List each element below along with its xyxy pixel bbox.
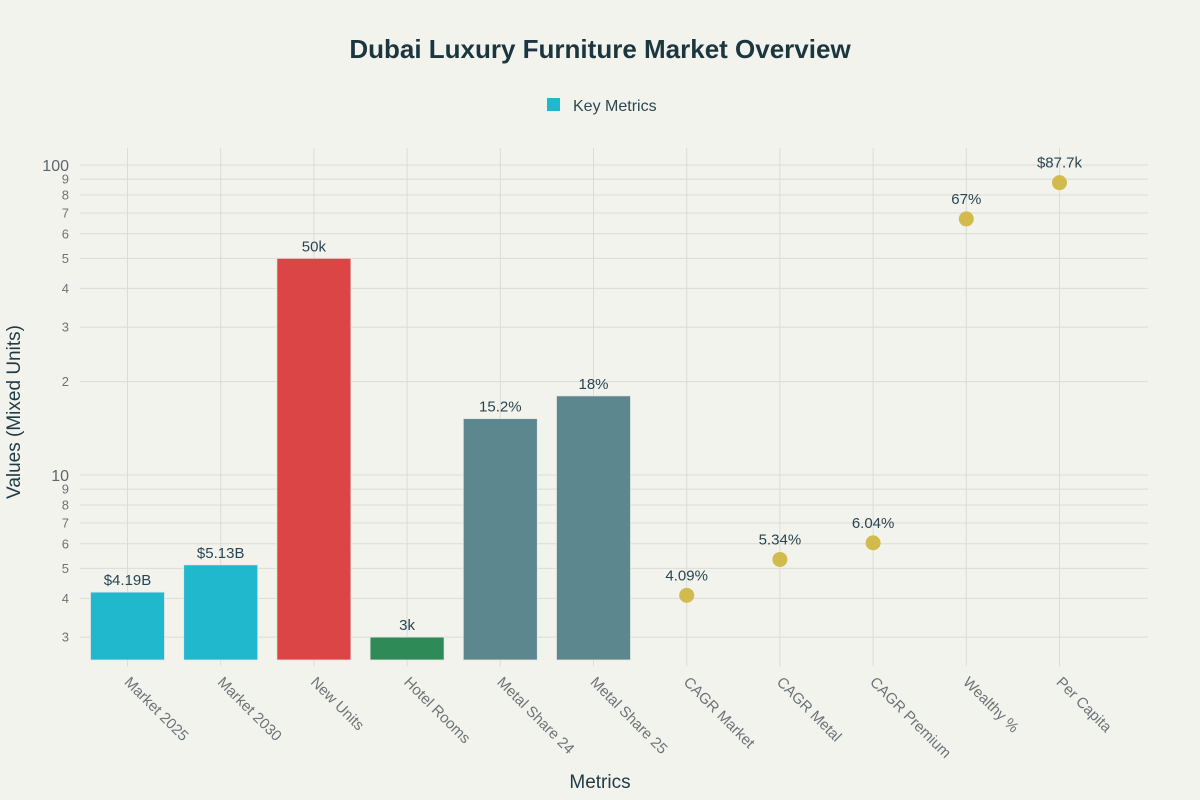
y-tick-label: 6 (62, 536, 69, 551)
value-label: 67% (951, 191, 981, 208)
x-axis-ticks: Market 2025 Market 2030 New Units Hotel Roo… (121, 674, 1116, 762)
marker-per-capita[interactable] (1052, 175, 1067, 191)
value-label: 15.2% (479, 399, 522, 416)
bar-hotel-rooms[interactable] (369, 636, 445, 661)
x-tick-label: CAGR Market (680, 674, 759, 753)
plot-area (90, 175, 1067, 661)
marker-wealthy[interactable] (958, 211, 974, 227)
x-axis-title: Metrics (569, 772, 630, 793)
value-label: 18% (578, 376, 608, 393)
bar-metal-share-25[interactable] (556, 395, 631, 661)
marker-cagr-premium[interactable] (865, 535, 881, 551)
y-tick-label: 9 (62, 482, 69, 497)
legend-swatch-key-metrics (547, 98, 560, 111)
bar-market-2025[interactable] (90, 591, 165, 661)
value-label: 4.09% (665, 567, 708, 584)
legend[interactable]: Key Metrics (547, 98, 657, 115)
value-label: $87.7k (1037, 155, 1083, 172)
x-tick-label: Per Capita (1053, 674, 1116, 737)
legend-label-key-metrics: Key Metrics (573, 98, 657, 115)
y-tick-label: 7 (62, 206, 69, 221)
value-label: 5.34% (759, 531, 802, 548)
y-tick-label: 9 (62, 172, 69, 187)
y-tick-label: 3 (62, 320, 69, 335)
x-tick-label: Metal Share 25 (587, 674, 671, 758)
y-tick-label: 8 (62, 188, 69, 203)
y-axis-title: Values (Mixed Units) (4, 325, 25, 499)
x-tick-label: Metal Share 24 (493, 674, 577, 758)
y-tick-label: 100 (42, 158, 69, 175)
y-tick-label: 5 (62, 251, 69, 266)
x-tick-label: Market 2030 (214, 674, 285, 745)
value-label: $4.19B (104, 572, 152, 589)
x-tick-label: Market 2025 (121, 674, 192, 745)
x-tick-label: CAGR Metal (773, 674, 845, 746)
x-tick-label: Wealthy % (959, 674, 1022, 737)
x-tick-label: CAGR Premium (866, 674, 954, 762)
x-tick-label: Hotel Rooms (400, 674, 473, 747)
chart-title: Dubai Luxury Furniture Market Overview (349, 34, 851, 64)
y-tick-label: 4 (62, 281, 69, 296)
y-tick-label: 8 (62, 498, 69, 513)
bar-metal-share-24[interactable] (462, 418, 538, 661)
value-label: 6.04% (852, 515, 895, 532)
bar-market-2030[interactable] (183, 564, 259, 661)
y-tick-label: 7 (62, 516, 69, 531)
value-label: 50k (302, 238, 327, 255)
value-label: 3k (399, 617, 415, 634)
bar-new-units[interactable] (276, 257, 352, 661)
y-tick-label: 6 (62, 226, 69, 241)
y-tick-label: 5 (62, 561, 69, 576)
y-tick-label: 4 (62, 591, 69, 606)
value-label: $5.13B (197, 545, 245, 562)
y-tick-label: 3 (62, 630, 69, 645)
x-tick-label: New Units (307, 674, 367, 734)
value-labels: $4.19B $5.13B 50k 3k 15.2% 18% 4.09% 5.34% 6.04%… (104, 155, 1083, 634)
marker-cagr-metal[interactable] (772, 551, 788, 567)
y-tick-label: 2 (62, 374, 69, 389)
marker-cagr-market[interactable] (679, 587, 695, 603)
y-tick-label: 10 (51, 468, 69, 485)
